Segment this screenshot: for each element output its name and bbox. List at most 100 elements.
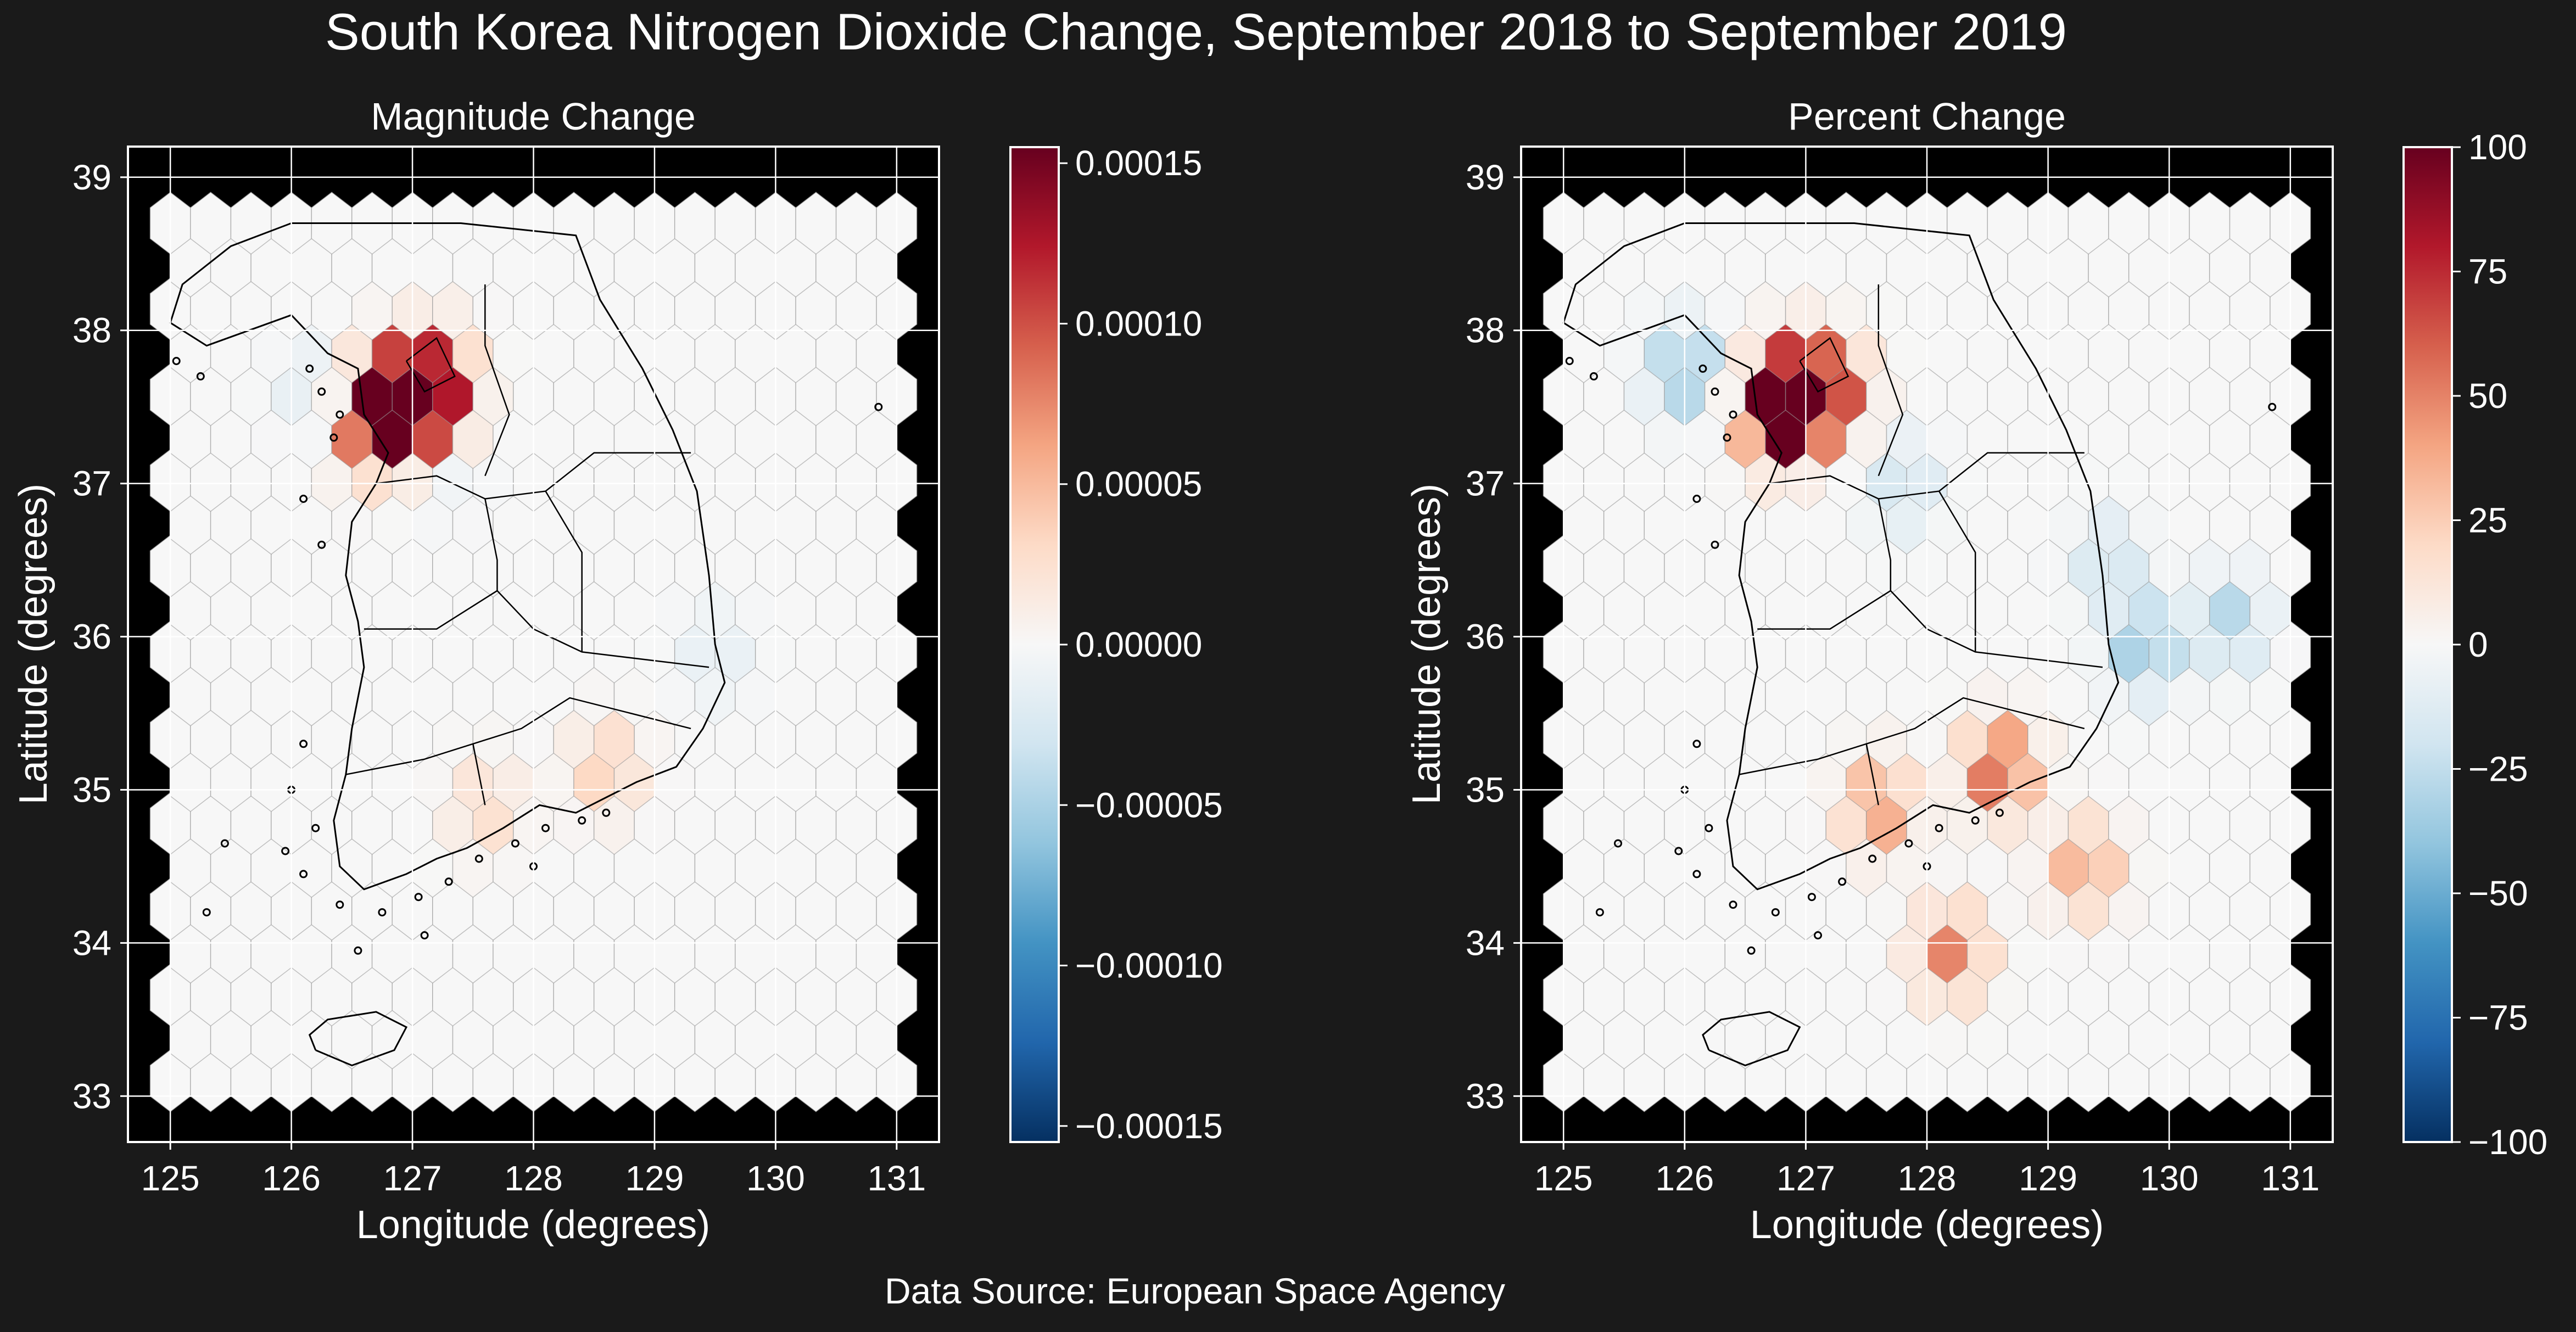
colorbar-tick-label: −100 (2468, 1122, 2547, 1162)
percent-colorbar-ticks: 100 75 50 25 0 −25 −50 −75 −100 (2452, 127, 2547, 1162)
y-tick-label: 36 (1466, 617, 1505, 657)
magnitude-colorbar: 0.00015 0.00010 0.00005 0.00000 −0.00005 −0.0… (1009, 143, 1223, 1146)
magnitude-x-axis-label: Longitude (degrees) (356, 1203, 710, 1247)
colorbar-tick-label: −50 (2468, 874, 2528, 913)
colorbar-tick-label: 0.00005 (1075, 464, 1202, 504)
island-outline (1838, 877, 1847, 886)
island-outline (874, 402, 883, 411)
island-outline (1674, 847, 1683, 855)
y-tick-label: 35 (1466, 770, 1505, 809)
province-border (1877, 284, 1904, 477)
colorbar-tick-label: 75 (2468, 252, 2507, 292)
x-tick-label: 130 (2140, 1158, 2199, 1198)
percent-panel-title: Percent Change (1788, 95, 2066, 138)
x-tick-label: 128 (504, 1158, 563, 1198)
percent-colorbar: 100 75 50 25 0 −25 −50 −75 −100 (2402, 127, 2547, 1162)
percent-hexbin-layer (1543, 192, 2311, 1112)
y-tick-label: 34 (72, 923, 111, 962)
island-outline (1692, 870, 1701, 878)
island-outline (1723, 433, 1731, 442)
colorbar-tick-label: 0.00000 (1075, 625, 1202, 664)
island-outline (1595, 908, 1604, 917)
island-outline (1565, 357, 1574, 365)
x-tick-label: 131 (2261, 1158, 2320, 1198)
korea-coastline (1562, 222, 2120, 891)
data-source-note: Data Source: European Space Agency (885, 1271, 1505, 1311)
y-tick-label: 39 (72, 158, 111, 197)
colorbar-tick-label: 25 (2468, 501, 2507, 540)
island-outline (1729, 410, 1737, 419)
colorbar-tick-label: −0.00005 (1075, 785, 1223, 825)
x-tick-label: 126 (262, 1158, 321, 1198)
island-outline (220, 839, 229, 848)
province-border (1799, 337, 1849, 393)
colorbar-tick-label: −75 (2468, 998, 2528, 1038)
percent-x-axis-label: Longitude (degrees) (1750, 1203, 2104, 1247)
province-border (484, 284, 510, 477)
island-outline (378, 908, 387, 917)
colorbar-tick-label: 50 (2468, 376, 2507, 416)
jeju-coastline (308, 1011, 408, 1067)
figure-title: South Korea Nitrogen Dioxide Change, Sep… (325, 3, 2067, 60)
x-tick-label: 126 (1655, 1158, 1714, 1198)
x-tick-label: 130 (746, 1158, 805, 1198)
island-outline (1971, 816, 1980, 825)
island-outline (1771, 908, 1780, 917)
island-outline (511, 839, 519, 848)
y-tick-label: 38 (1466, 311, 1505, 350)
x-tick-label: 125 (141, 1158, 200, 1198)
x-tick-label: 131 (867, 1158, 926, 1198)
island-outline (336, 410, 344, 419)
island-outline (541, 824, 550, 832)
magnitude-gridlines (128, 147, 939, 1142)
island-outline (1807, 893, 1816, 902)
percent-x-ticks: 125 126 127 128 129 130 131 (1534, 1142, 2320, 1198)
island-outline (317, 540, 326, 549)
magnitude-y-ticks: 33 34 35 36 37 38 39 (72, 158, 128, 1116)
province-border (472, 743, 486, 805)
y-tick-label: 38 (72, 311, 111, 350)
island-outline (1589, 372, 1598, 380)
magnitude-colorbar-gradient (1009, 146, 1060, 1143)
island-outline (1705, 824, 1713, 832)
province-border (1739, 697, 2085, 775)
island-outline (474, 854, 483, 863)
colorbar-tick-label: 100 (2468, 127, 2527, 167)
province-border (484, 499, 498, 591)
province-border (545, 490, 583, 652)
magnitude-x-ticks: 125 126 127 128 129 130 131 (141, 1142, 926, 1198)
island-outline (1814, 931, 1822, 939)
x-tick-label: 127 (1776, 1158, 1835, 1198)
island-outline (196, 372, 205, 380)
magnitude-colorbar-ticks: 0.00015 0.00010 0.00005 0.00000 −0.00005 −0.0… (1059, 143, 1223, 1146)
y-tick-label: 35 (72, 770, 111, 809)
island-outline (329, 433, 338, 442)
province-border (1938, 490, 1976, 652)
y-tick-label: 34 (1466, 923, 1505, 962)
island-outline (299, 495, 308, 503)
province-border (345, 697, 691, 775)
province-border (1877, 499, 1892, 591)
island-outline (299, 740, 308, 748)
island-outline (354, 946, 362, 955)
province-border (1769, 452, 2085, 500)
island-outline (1995, 808, 2004, 817)
island-outline (414, 893, 423, 902)
island-outline (1698, 364, 1707, 373)
x-tick-label: 129 (625, 1158, 684, 1198)
island-outline (1614, 839, 1622, 848)
province-border (1865, 743, 1880, 805)
island-outline (1692, 495, 1701, 503)
province-border (405, 337, 456, 393)
island-outline (420, 931, 429, 939)
island-outline (1692, 740, 1701, 748)
island-outline (1729, 900, 1737, 909)
magnitude-panel-title: Magnitude Change (371, 95, 696, 138)
island-outline (602, 808, 611, 817)
colorbar-tick-label: −0.00015 (1075, 1106, 1223, 1146)
y-tick-label: 39 (1466, 158, 1505, 197)
colorbar-tick-label: −0.00010 (1075, 946, 1223, 986)
colorbar-tick-label: 0.00010 (1075, 304, 1202, 343)
percent-colorbar-gradient (2402, 146, 2453, 1143)
province-border (376, 452, 691, 500)
